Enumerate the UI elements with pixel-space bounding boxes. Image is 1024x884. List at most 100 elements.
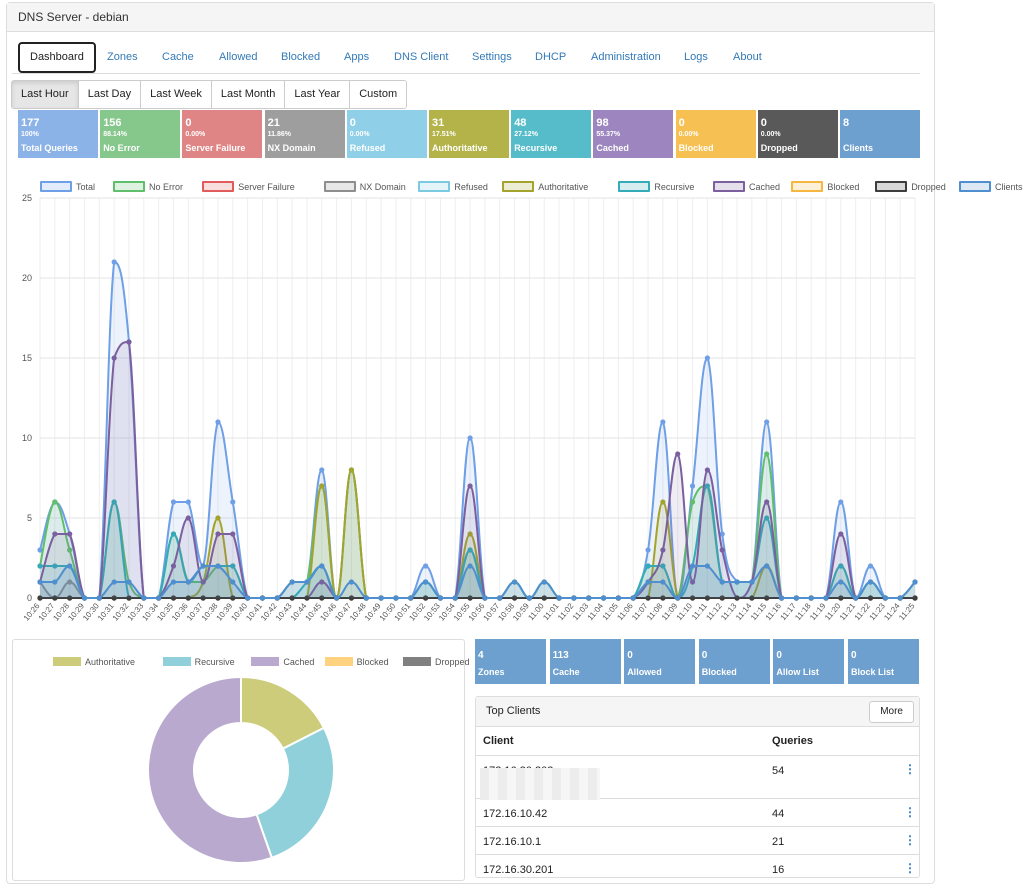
data-point	[185, 499, 191, 505]
data-point	[289, 595, 295, 601]
column-header-queries: Queries	[772, 735, 813, 747]
stat-label: NX Domain	[267, 143, 316, 153]
client-address: 172.16.10.1	[483, 836, 542, 848]
range-last-day[interactable]: Last Day	[78, 81, 142, 108]
legend-clients[interactable]: Clients	[959, 181, 1023, 192]
nav-logs[interactable]: Logs	[684, 51, 708, 63]
summary-zones: 4 Zones	[475, 639, 546, 684]
legend-label: Cached	[749, 182, 781, 192]
stat-clients: 8 Clients	[840, 110, 920, 158]
client-queries: 44	[772, 808, 785, 820]
pie-legend-recursive[interactable]: Recursive	[162, 657, 235, 667]
data-point	[511, 595, 518, 601]
data-point	[704, 483, 710, 489]
legend-server-failure[interactable]: Server Failure	[202, 181, 295, 192]
nav-cache[interactable]: Cache	[162, 51, 194, 63]
data-point	[912, 595, 918, 601]
data-point	[111, 355, 117, 361]
nav-blocked[interactable]: Blocked	[281, 51, 321, 63]
series-clients	[37, 563, 918, 601]
legend-swatch	[713, 181, 745, 192]
stat-label: Clients	[843, 143, 874, 153]
legend-swatch	[113, 181, 145, 192]
pie-legend-authoritative[interactable]: Authoritative	[53, 657, 135, 667]
nav-settings[interactable]: Settings	[472, 51, 512, 63]
nav-dhcp[interactable]: DHCP	[535, 51, 567, 63]
client-queries: 21	[772, 836, 785, 848]
data-point	[660, 563, 666, 569]
column-header-client: Client	[483, 735, 514, 747]
nav-zones[interactable]: Zones	[107, 51, 138, 63]
data-point	[348, 595, 355, 601]
legend-label: Cached	[283, 657, 315, 667]
legend-dropped[interactable]: Dropped	[875, 181, 946, 192]
row-menu-icon[interactable]: ⋮	[904, 805, 916, 819]
summary-label: Blocked	[701, 667, 737, 677]
stat-label: Refused	[349, 143, 386, 153]
x-tick-label: 10:59	[511, 601, 531, 623]
stat-dropped: 0 0.00% Dropped	[757, 110, 838, 158]
legend-label: Dropped	[911, 182, 946, 192]
data-point	[660, 579, 666, 585]
client-address: 172.16.10.42	[483, 808, 548, 820]
data-point	[467, 483, 473, 489]
legend-swatch	[40, 181, 72, 192]
pie-legend-blocked[interactable]: Blocked	[324, 657, 389, 667]
legend-refused[interactable]: Refused	[418, 181, 488, 192]
redaction-blur	[480, 768, 600, 800]
data-point	[141, 595, 147, 601]
summary-label: Allow List	[776, 667, 819, 677]
stat-value: 156	[103, 117, 122, 129]
range-custom[interactable]: Custom	[350, 81, 407, 108]
legend-label: Blocked	[356, 657, 389, 667]
legend-total[interactable]: Total	[40, 181, 95, 192]
data-point	[215, 563, 221, 569]
more-button[interactable]: More	[869, 701, 914, 723]
nav-dashboard[interactable]: Dashboard	[18, 42, 96, 73]
data-point	[838, 595, 844, 601]
data-point	[838, 531, 844, 537]
nav-allowed[interactable]: Allowed	[219, 51, 258, 63]
data-point	[111, 499, 117, 505]
nav-apps[interactable]: Apps	[344, 51, 370, 63]
nav-administration[interactable]: Administration	[591, 51, 661, 63]
summary-cache: 113 Cache	[549, 639, 621, 684]
pie-slice-recursive	[255, 726, 335, 860]
legend-cached[interactable]: Cached	[713, 181, 780, 192]
data-point	[170, 563, 177, 569]
legend-swatch	[202, 181, 235, 192]
data-point	[52, 595, 58, 601]
nav-about[interactable]: About	[733, 51, 762, 63]
summary-value: 0	[851, 650, 857, 661]
data-point	[467, 531, 473, 537]
data-point	[200, 595, 206, 601]
stat-value: 0	[760, 117, 767, 129]
legend-label: No Error	[149, 182, 184, 192]
data-point	[437, 595, 444, 601]
range-last-week[interactable]: Last Week	[141, 81, 212, 108]
row-menu-icon[interactable]: ⋮	[904, 861, 916, 875]
stat-value: 8	[843, 117, 850, 129]
data-point	[319, 563, 325, 569]
legend-no-error[interactable]: No Error	[113, 181, 183, 192]
y-tick-label: 0	[27, 593, 32, 603]
data-point	[689, 563, 696, 569]
row-menu-icon[interactable]: ⋮	[904, 762, 916, 776]
legend-blocked[interactable]: Blocked	[791, 181, 859, 192]
range-last-month[interactable]: Last Month	[211, 81, 286, 108]
range-last-year[interactable]: Last Year	[285, 81, 351, 108]
data-point	[719, 579, 725, 585]
legend-recursive[interactable]: Recursive	[618, 181, 694, 192]
pie-legend-dropped[interactable]: Dropped	[403, 657, 470, 667]
legend-label: Dropped	[435, 657, 470, 667]
row-menu-icon[interactable]: ⋮	[904, 833, 916, 847]
data-point	[185, 595, 191, 601]
stat-label: Total Queries	[21, 143, 78, 153]
legend-nx-domain[interactable]: NX Domain	[323, 181, 406, 192]
pie-legend-cached[interactable]: Cached	[251, 657, 314, 667]
legend-authoritative[interactable]: Authoritative	[502, 181, 588, 192]
range-last-hour[interactable]: Last Hour	[12, 81, 79, 108]
legend-swatch	[251, 657, 280, 666]
data-point	[200, 579, 206, 585]
nav-dns-client[interactable]: DNS Client	[394, 51, 449, 63]
